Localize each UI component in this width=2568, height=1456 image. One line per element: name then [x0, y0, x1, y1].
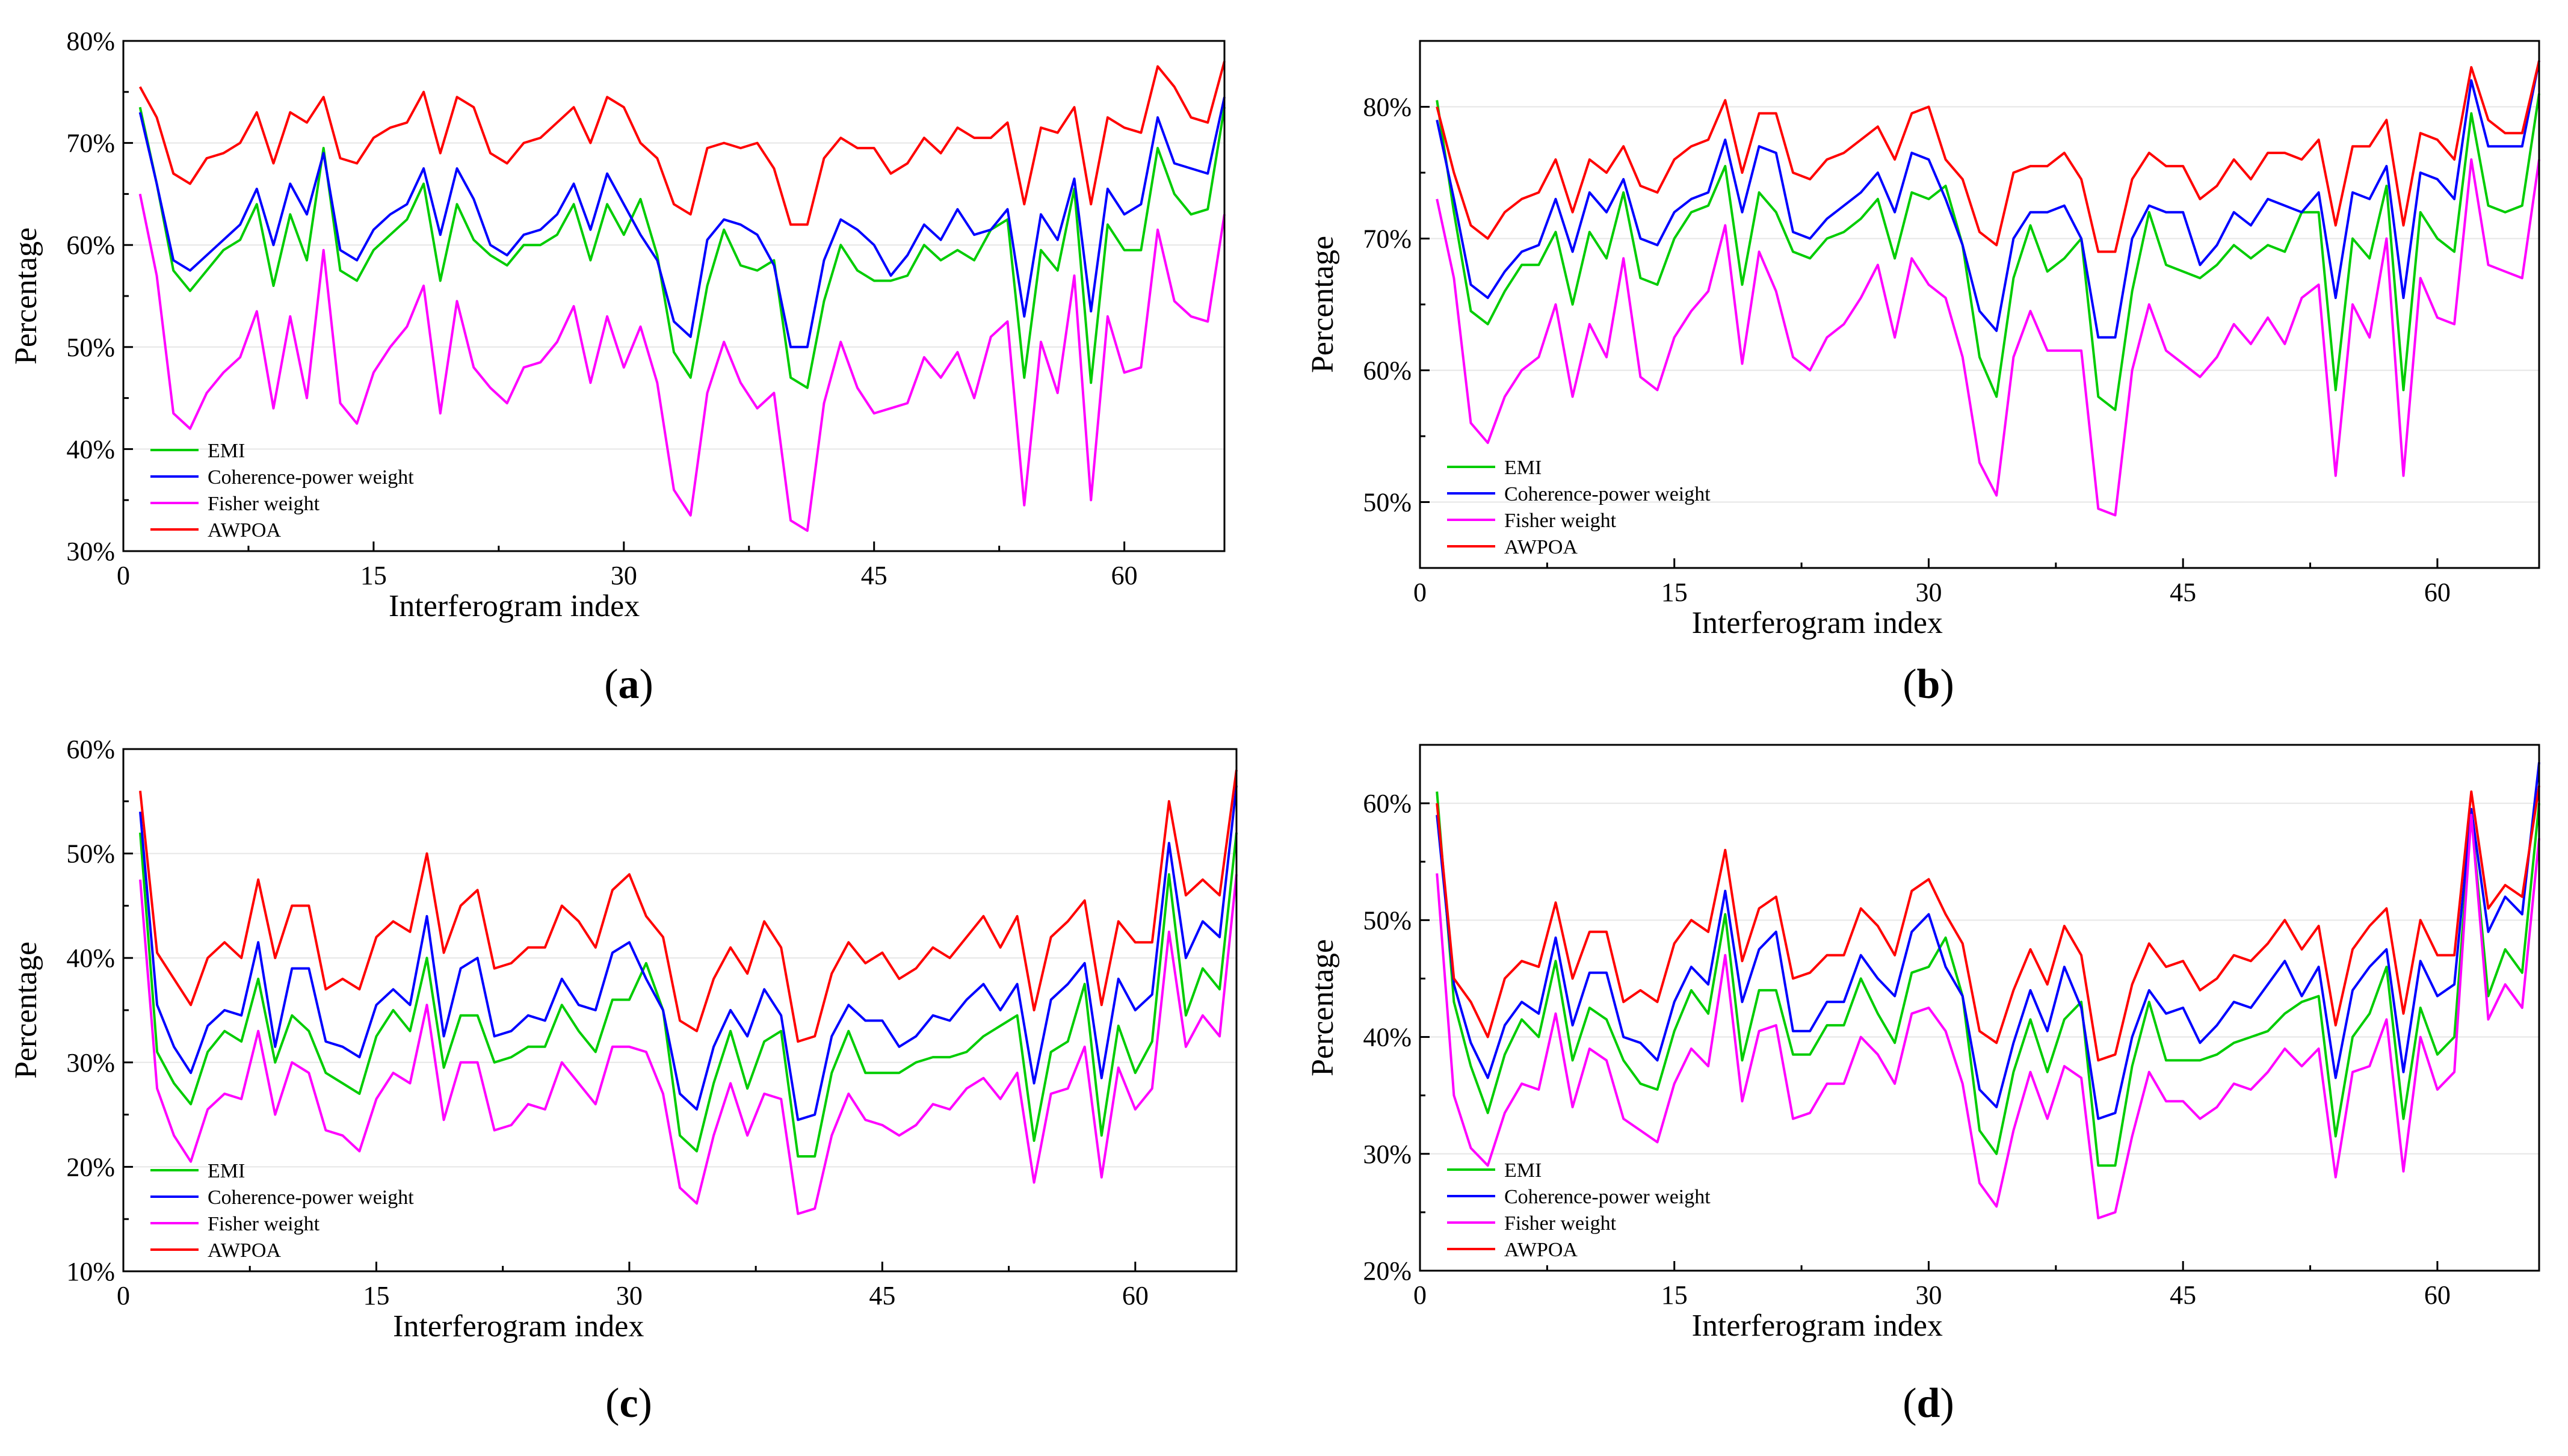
x-tick-label: 15 [1661, 1280, 1688, 1310]
y-tick-label: 40% [66, 943, 115, 973]
y-tick-label: 40% [66, 434, 115, 464]
x-tick-label: 30 [1915, 578, 1942, 607]
plot-frame [1419, 744, 2540, 1272]
y-tick-label: 60% [1363, 356, 1412, 386]
legend-label: Coherence-power weight [208, 1186, 414, 1209]
legend-label: AWPOA [208, 1239, 281, 1262]
series-line-coherence-power-weight [1436, 60, 2540, 339]
y-axis-title: Percentage [9, 942, 43, 1079]
x-axis-title: Interferogram index [389, 589, 640, 623]
chart-panel-b: 50% 60% 70% 80% 0 15 30 45 60 Interferogram index… [1306, 40, 2540, 708]
x-tick-label: 60 [2424, 1280, 2451, 1310]
x-tick-label: 45 [861, 561, 887, 590]
legend: EMI Coherence-power weight Fisher weight AW… [150, 1160, 414, 1262]
y-tick-label: 50% [66, 839, 115, 869]
x-tick-label: 60 [1111, 561, 1138, 590]
legend: EMI Coherence-power weight Fisher weight AW… [1447, 1159, 1711, 1261]
plot-frame [122, 748, 1238, 1272]
series-line-fisher-weight [1436, 813, 2540, 1220]
y-tick-label: 50% [1363, 488, 1412, 517]
x-tick-label: 45 [2170, 1280, 2196, 1310]
x-tick-label: 45 [2170, 578, 2196, 607]
y-tick-label: 80% [66, 26, 115, 56]
x-tick-label: 0 [1413, 578, 1427, 607]
x-axis-title: Interferogram index [1692, 606, 1943, 640]
series-line-fisher-weight [138, 193, 1226, 532]
y-tick-label: 30% [66, 537, 115, 566]
x-tick-label: 30 [1915, 1280, 1942, 1310]
legend-label: Fisher weight [1504, 1212, 1617, 1235]
legend-label: AWPOA [1504, 1239, 1578, 1261]
series-line-awpoa [139, 770, 1238, 1043]
x-tick-label: 60 [1122, 1281, 1149, 1310]
panel-label: (c) [605, 1380, 652, 1427]
series-line-awpoa [138, 61, 1226, 226]
legend-label: AWPOA [1504, 536, 1578, 558]
legend-label: Fisher weight [1504, 510, 1617, 532]
y-axis-title: Percentage [1306, 236, 1340, 373]
x-axis-title: Interferogram index [1692, 1309, 1943, 1343]
chart-panel-a: 30% 40% 50% 60% 70% 80% 0 15 30 45 60 Interferogram… [9, 26, 1226, 708]
series-line-awpoa [1436, 60, 2540, 253]
x-tick-label: 30 [616, 1281, 643, 1310]
x-tick-label: 45 [869, 1281, 895, 1310]
x-tick-label: 30 [611, 561, 637, 590]
y-tick-label: 10% [66, 1257, 115, 1286]
y-tick-label: 30% [1363, 1140, 1412, 1169]
legend-label: Coherence-power weight [1504, 483, 1711, 505]
legend-label: Coherence-power weight [1504, 1186, 1711, 1208]
x-tick-label: 15 [363, 1281, 389, 1310]
series-line-coherence-power-weight [1436, 762, 2540, 1120]
panel-label: (a) [604, 661, 653, 708]
legend-label: EMI [1504, 1159, 1542, 1182]
y-tick-label: 50% [66, 333, 115, 362]
legend-label: AWPOA [208, 519, 281, 541]
panel-label: (d) [1903, 1380, 1954, 1427]
y-tick-label: 60% [1363, 789, 1412, 818]
y-tick-label: 20% [1363, 1256, 1412, 1286]
y-tick-label: 70% [66, 129, 115, 158]
series-line-emi [1436, 93, 2540, 412]
y-axis-title: Percentage [9, 227, 43, 365]
legend-label: Fisher weight [208, 1213, 320, 1235]
legend-label: Fisher weight [208, 493, 320, 515]
series-line-coherence-power-weight [138, 96, 1226, 348]
series-line-emi [138, 106, 1226, 389]
x-tick-label: 15 [360, 561, 387, 590]
y-tick-label: 60% [66, 735, 115, 764]
y-tick-label: 40% [1363, 1023, 1412, 1052]
y-tick-label: 20% [66, 1152, 115, 1182]
legend-label: EMI [208, 1160, 245, 1182]
series-line-emi [139, 832, 1238, 1158]
x-tick-label: 15 [1661, 578, 1688, 607]
legend-label: EMI [1504, 457, 1542, 479]
legend-label: Coherence-power weight [208, 466, 414, 489]
y-tick-label: 50% [1363, 905, 1412, 935]
series-line-coherence-power-weight [139, 785, 1238, 1121]
legend: EMI Coherence-power weight Fisher weight AW… [1447, 457, 1711, 558]
x-tick-label: 0 [117, 561, 130, 590]
series-line-awpoa [1436, 785, 2540, 1062]
y-tick-label: 30% [66, 1048, 115, 1078]
panel-label: (b) [1903, 661, 1954, 708]
x-tick-label: 0 [1413, 1280, 1427, 1310]
series-line-fisher-weight [1436, 158, 2540, 517]
y-tick-label: 60% [66, 230, 115, 260]
x-tick-label: 60 [2424, 578, 2451, 607]
series-line-fisher-weight [139, 874, 1238, 1215]
y-axis-title: Percentage [1306, 939, 1340, 1076]
plot-frame [122, 40, 1226, 552]
plot-frame [1419, 40, 2540, 569]
series-line-emi [1436, 791, 2540, 1167]
legend: EMI Coherence-power weight Fisher weight AW… [150, 440, 414, 541]
x-axis-title: Interferogram index [393, 1309, 644, 1343]
chart-panel-d: 20% 30% 40% 50% 60% 0 15 30 45 60 Interferogram in… [1306, 744, 2540, 1427]
legend-label: EMI [208, 440, 245, 462]
x-tick-label: 0 [117, 1281, 130, 1310]
chart-panel-c: 10% 20% 30% 40% 50% 60% 0 15 30 45 60 Interferogram… [9, 735, 1238, 1427]
y-tick-label: 80% [1363, 93, 1412, 122]
y-tick-label: 70% [1363, 224, 1412, 254]
